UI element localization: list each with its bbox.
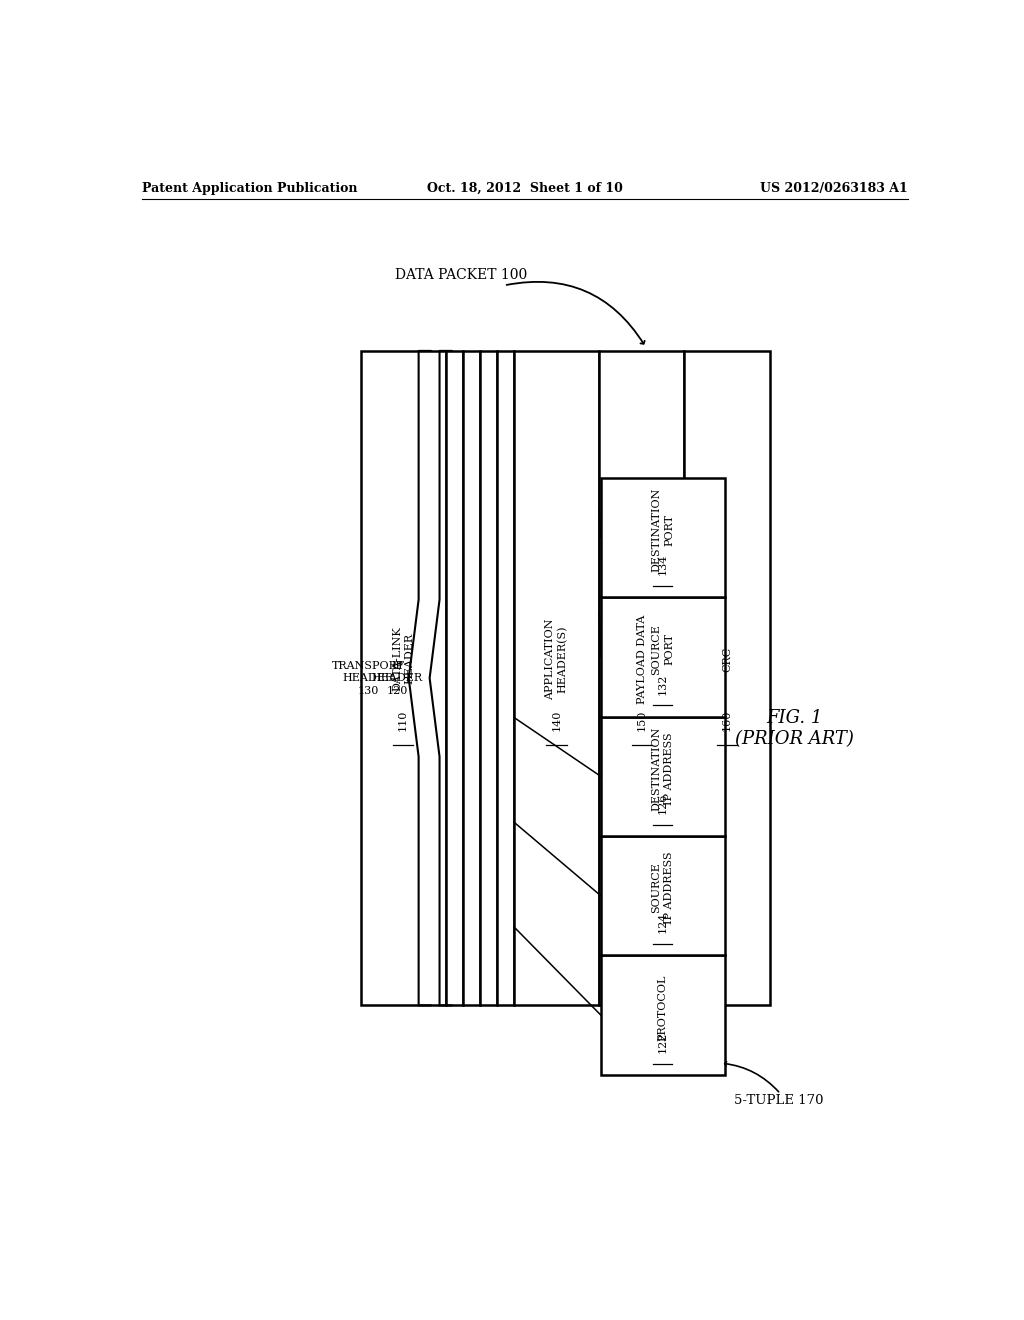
Bar [684,351,770,1006]
Text: DATA PACKET 100: DATA PACKET 100 [395,268,527,281]
Text: 126: 126 [657,792,668,814]
Text: Patent Application Publication: Patent Application Publication [142,182,357,194]
Bar [601,478,725,598]
Text: 134: 134 [657,554,668,576]
Bar [601,836,725,956]
Text: 132: 132 [657,673,668,694]
Text: SOURCE
PORT: SOURCE PORT [651,624,674,675]
Text: PROTOCOL: PROTOCOL [657,974,668,1040]
Text: PAYLOAD DATA: PAYLOAD DATA [637,614,647,704]
Text: FIG. 1
(PRIOR ART): FIG. 1 (PRIOR ART) [735,709,854,747]
Bar [601,598,725,717]
Text: CRC: CRC [722,647,732,672]
Text: SOURCE
IP ADDRESS: SOURCE IP ADDRESS [651,851,674,924]
Text: DATA-LINK
HEADER: DATA-LINK HEADER [392,627,415,692]
Bar [497,351,514,1006]
Text: DESTINATION
IP ADDRESS: DESTINATION IP ADDRESS [651,726,674,810]
Text: 150: 150 [637,710,647,731]
Bar [463,351,480,1006]
Text: 124: 124 [657,912,668,933]
Bar [360,351,445,1006]
Text: US 2012/0263183 A1: US 2012/0263183 A1 [760,182,907,194]
Text: IP
HEADER
120: IP HEADER 120 [372,661,423,696]
Bar [514,351,599,1006]
Text: 5-TUPLE 170: 5-TUPLE 170 [734,1094,823,1107]
Text: TRANSPORT
HEADER
130: TRANSPORT HEADER 130 [332,661,404,696]
Bar [601,956,725,1074]
Bar [599,351,684,1006]
Bar [445,351,463,1006]
Text: 140: 140 [552,710,561,731]
Text: 122: 122 [657,1031,668,1052]
Text: APPLICATION
HEADER(S): APPLICATION HEADER(S) [545,618,568,700]
Bar [601,717,725,836]
Text: Oct. 18, 2012  Sheet 1 of 10: Oct. 18, 2012 Sheet 1 of 10 [427,182,623,194]
Text: 110: 110 [398,710,409,731]
Text: DESTINATION
PORT: DESTINATION PORT [651,487,674,572]
Text: 160: 160 [722,710,732,731]
Bar [480,351,497,1006]
